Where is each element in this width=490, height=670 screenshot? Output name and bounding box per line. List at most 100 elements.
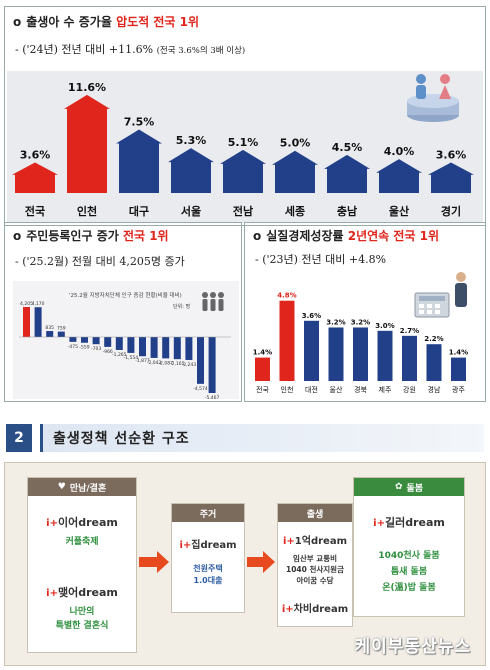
value-label: 3.6% (436, 149, 467, 162)
panel1-heading: o 출생아 수 증가율 압도적 전국 1위 (13, 13, 199, 30)
category-label: 대구 (129, 204, 149, 218)
panel3-heading: o 실질경제성장률 2년연속 전국 1위 (253, 227, 439, 244)
panel1-subtitle-main: - ('24년) 전년 대비 +11.6% (15, 43, 154, 56)
category-label: 전국 (256, 385, 269, 394)
care-icon: ✿ (394, 482, 403, 492)
gilleo-dream-brand: i+길러dream (354, 514, 464, 530)
category-label: 제주 (379, 386, 392, 394)
population-bar (162, 337, 170, 359)
care-line1: 1040천사 돌봄 (378, 551, 440, 561)
panel3-title: 실질경제성장률 (266, 229, 344, 243)
category-label: 광주 (452, 386, 465, 394)
category-label: 인천 (77, 204, 97, 218)
category-label: 충남 (337, 204, 357, 218)
care-header-label: 돌봄 (406, 483, 424, 494)
meeting-marriage-box: ♥ 만남/결혼 i+ 이어dream 커플축제 i+맺어dream 나만의 특별한… (27, 477, 137, 653)
care-line3: 온(溫)밥 돌봄 (382, 583, 436, 593)
calculator-icon (414, 272, 467, 318)
panel3-subtitle: - ('23년) 전년 대비 +4.8% (255, 253, 387, 266)
brand-name: 이어 (57, 516, 79, 529)
couple-festival-text: 커플축제 (65, 537, 99, 547)
population-value-label: 4,205 (20, 301, 33, 307)
category-label: 경북 (354, 385, 367, 394)
population-value-label: -5,467 (205, 395, 220, 399)
population-chart-title: '25.2월 지방자치단체 인구 증감 현황(비율 대비) (69, 293, 182, 299)
population-bar (104, 337, 112, 347)
population-bar (197, 337, 204, 384)
bullet: o (253, 229, 262, 243)
population-value-label: -966 (103, 349, 113, 355)
value-label: 3.6% (20, 149, 51, 162)
value-label: 5.3% (176, 134, 207, 147)
brand-prefix: i+ (281, 604, 294, 615)
value-label: 4.8% (277, 292, 296, 300)
birth-box: 출생 i+1억dream 임산부 교통비 1040 천사지원금 아이꿈 수당 i… (277, 503, 353, 627)
birth-line3: 아이꿈 수당 (296, 576, 334, 585)
birth-growth-panel: o 출생아 수 증가율 압도적 전국 1위 - ('24년) 전년 대비 +11.… (4, 6, 486, 226)
category-label: 전남 (233, 204, 253, 218)
population-bar (185, 337, 193, 360)
meeting-marriage-header: ♥ 만남/결혼 (28, 478, 136, 496)
wedding-line1: 나만의 (69, 607, 95, 617)
value-label: 4.0% (384, 145, 415, 158)
brand-suffix: dream (312, 604, 349, 615)
bar-전남 (220, 149, 266, 193)
population-bar (69, 337, 77, 342)
population-value-label: -4,574 (193, 386, 208, 392)
population-bar (115, 337, 123, 350)
bullet: o (13, 15, 22, 29)
bar-강원 (402, 335, 417, 381)
value-label: 5.0% (280, 137, 311, 150)
population-chart: '25.2월 지방자치단체 인구 증감 현황(비율 대비) 단위: 명 4,20… (13, 281, 239, 401)
panel1-title-highlight: 압도적 전국 1위 (116, 15, 200, 29)
population-bar (23, 307, 30, 337)
birth-line1: 임산부 교통비 (292, 554, 337, 563)
brand-prefix: i+ (373, 518, 385, 529)
panel1-title: 출생아 수 증가율 (26, 15, 112, 29)
value-label: 1.4% (449, 349, 468, 357)
bar-전국 (12, 162, 58, 193)
population-bar (208, 337, 216, 393)
section-header: 2 출생정책 선순환 구조 (6, 424, 484, 452)
value-label: 2.2% (424, 335, 443, 343)
panel1-subtitle: - ('24년) 전년 대비 +11.6% (전국 3.6%의 3배 이상) (15, 41, 245, 57)
population-bar (92, 337, 100, 345)
housing-line1: 천원주택 (193, 564, 223, 573)
housing-box: 주거 i+집dream 천원주택 1.0대출 (171, 503, 245, 613)
bar-인천 (64, 94, 110, 193)
people-icon (202, 292, 224, 311)
population-value-label: 4,170 (32, 301, 45, 307)
panel3-title-highlight: 2년연속 전국 1위 (347, 229, 440, 243)
brand-prefix: i+ (46, 588, 58, 599)
housing-header: 주거 (172, 504, 244, 522)
brand-name: 집 (191, 540, 201, 551)
value-label: 2.7% (400, 327, 419, 335)
wedding-line2: 특별한 결혼식 (55, 621, 109, 631)
value-label: 11.6% (68, 81, 106, 94)
brand-suffix: dream (78, 516, 118, 529)
value-label: 7.5% (124, 116, 155, 129)
brand-name: 맺어 (57, 586, 79, 599)
category-label: 울산 (330, 385, 343, 394)
meeting-marriage-header-label: 만남/결혼 (69, 483, 107, 494)
category-label: 전국 (25, 204, 45, 218)
population-value-label: -703 (91, 346, 101, 352)
birth-growth-chart: 3.6% 전국 11.6% 인천 7.5% 대구 5.3% 서울 5.1% 전남 5.0% 세종 4.5… (7, 71, 483, 223)
population-value-label: 835 (45, 325, 54, 331)
brand-prefix: i+ (179, 540, 192, 551)
bar-울산 (328, 327, 344, 381)
bullet: o (13, 229, 22, 243)
flow-arrow-icon (139, 551, 169, 573)
panel1-subtitle-note: (전국 3.6%의 3배 이상) (156, 46, 246, 56)
bar-경기 (428, 162, 474, 193)
population-chart-unit: 단위: 명 (173, 304, 191, 310)
ileok-dream-brand: i+1억dream (278, 532, 352, 547)
population-bar (46, 331, 54, 337)
maeteo-dream-brand: i+맺어dream (28, 584, 136, 600)
housing-line2: 1.0대출 (193, 576, 223, 585)
bar-서울 (168, 148, 214, 193)
value-label: 3.2% (351, 318, 370, 326)
flow-arrow-icon (247, 551, 275, 573)
population-value-label: -1,265 (112, 352, 127, 358)
brand-suffix: dream (200, 540, 237, 551)
